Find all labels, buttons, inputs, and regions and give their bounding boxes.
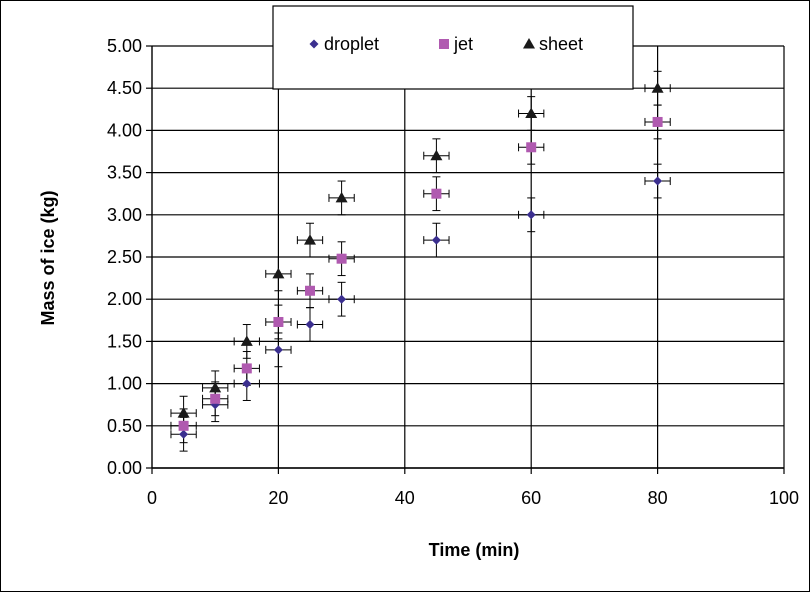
y-tick-label: 4.00 [107,120,142,140]
sheet-point [177,407,190,418]
droplet-point [526,210,536,220]
droplet-point [431,235,441,245]
error-bar-layer [170,70,671,452]
tick-label-layer: 0.00 0.50 1.00 1.50 2.00 2.50 3.00 3.50 4.00 4.50… [107,36,799,508]
y-tick-label: 3.50 [107,163,142,183]
jet-point [526,142,537,153]
droplet-point [179,429,189,439]
legend: droplet jet sheet [272,5,634,90]
jet-point [178,420,189,431]
jet-point [241,363,252,374]
grid-layer [146,45,785,474]
x-axis-title: Time (min) [429,540,520,560]
sheet-point [335,191,348,203]
sheet-point [304,234,316,245]
y-tick-label: 1.50 [107,331,142,351]
x-tick-label: 20 [268,488,288,508]
droplet-point [242,379,252,389]
droplet-point [305,320,315,330]
x-tick-label: 40 [395,488,415,508]
jet-point [431,188,442,199]
sheet-point [525,107,538,119]
y-tick-label: 2.50 [107,247,142,267]
x-tick-label: 60 [521,488,541,508]
sheet-point [209,381,222,393]
y-tick-label: 5.00 [107,36,142,56]
y-tick-label: 2.00 [107,289,142,309]
sheet-point [430,149,443,161]
marker-layer [177,82,664,439]
jet-point [336,253,347,264]
x-tick-label: 0 [147,488,157,508]
legend-box [272,5,634,90]
jet-point [652,116,663,127]
y-tick-label: 0.50 [107,416,142,436]
y-tick-label: 3.00 [107,205,142,225]
jet-point [210,393,221,404]
y-tick-label: 4.50 [107,78,142,98]
x-tick-label: 80 [648,488,668,508]
sheet-point [272,267,285,279]
droplet-point [337,294,347,304]
sheet-point [651,82,664,93]
y-tick-label: 0.00 [107,458,142,478]
legend-sheet-marker [523,38,535,49]
legend-sheet-label: sheet [539,34,583,54]
jet-point [273,316,284,327]
y-tick-label: 1.00 [107,374,142,394]
y-axis-title: Mass of ice (kg) [38,190,58,325]
droplet-point [273,345,283,355]
x-tick-label: 100 [769,488,799,508]
legend-droplet-marker [309,39,319,49]
legend-droplet-label: droplet [324,34,379,54]
droplet-point [653,176,663,186]
legend-jet-marker [439,39,449,49]
sheet-point [240,335,253,346]
legend-jet-label: jet [453,34,473,54]
jet-point [305,285,315,296]
